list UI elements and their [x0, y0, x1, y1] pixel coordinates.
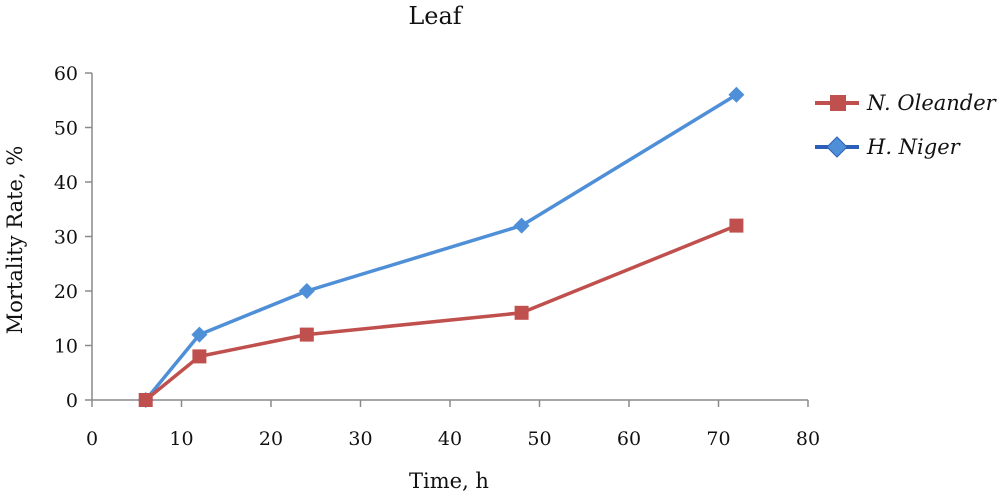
y-axis-label: Mortality Rate, % — [3, 146, 27, 335]
series-h-niger — [137, 86, 745, 408]
data-point-n-oleander — [138, 393, 153, 407]
x-tick-label: 20 — [259, 428, 283, 450]
data-point-n-oleander — [729, 218, 744, 233]
x-tick-label: 70 — [706, 428, 730, 450]
legend-item-n-oleander: N. Oleander — [815, 91, 998, 115]
x-axis-ticks: 0 10 20 30 40 50 60 70 80 — [86, 400, 820, 450]
data-point-h-niger — [728, 86, 745, 103]
data-point-n-oleander — [192, 349, 207, 364]
legend-swatch-marker — [830, 95, 846, 111]
y-tick-label: 20 — [54, 281, 78, 303]
x-tick-label: 60 — [617, 428, 641, 450]
x-axis-label: Time, h — [409, 469, 489, 493]
x-tick-label: 40 — [438, 428, 462, 450]
legend-label: N. Oleander — [866, 91, 998, 115]
legend-swatch-marker — [826, 136, 848, 158]
series-n-oleander — [138, 218, 744, 407]
series-layer — [137, 86, 745, 408]
axes: 0 10 20 30 40 50 60 70 80 0 10 20 30 40 50 60 — [54, 63, 820, 450]
x-tick-label: 10 — [169, 428, 193, 450]
x-tick-label: 30 — [348, 428, 372, 450]
y-tick-label: 40 — [54, 172, 78, 194]
data-point-n-oleander — [514, 305, 529, 320]
data-point-n-oleander — [299, 327, 314, 342]
legend-label: H. Niger — [866, 135, 962, 159]
y-tick-label: 0 — [66, 390, 78, 412]
data-point-h-niger — [298, 283, 315, 299]
x-tick-label: 50 — [527, 428, 551, 450]
data-point-h-niger — [191, 326, 208, 343]
y-axis-ticks: 0 10 20 30 40 50 60 — [54, 63, 92, 412]
legend-item-h-niger: H. Niger — [815, 135, 962, 159]
data-point-h-niger — [513, 217, 530, 234]
x-tick-label: 80 — [796, 428, 820, 450]
chart-title: Leaf — [408, 2, 463, 30]
y-tick-label: 60 — [54, 63, 78, 85]
y-tick-label: 30 — [54, 227, 78, 249]
y-tick-label: 10 — [54, 336, 78, 358]
legend: N. Oleander H. Niger — [815, 91, 998, 159]
y-tick-label: 50 — [54, 118, 78, 140]
series-line-h-niger — [144, 93, 738, 402]
x-tick-label: 0 — [86, 428, 98, 450]
